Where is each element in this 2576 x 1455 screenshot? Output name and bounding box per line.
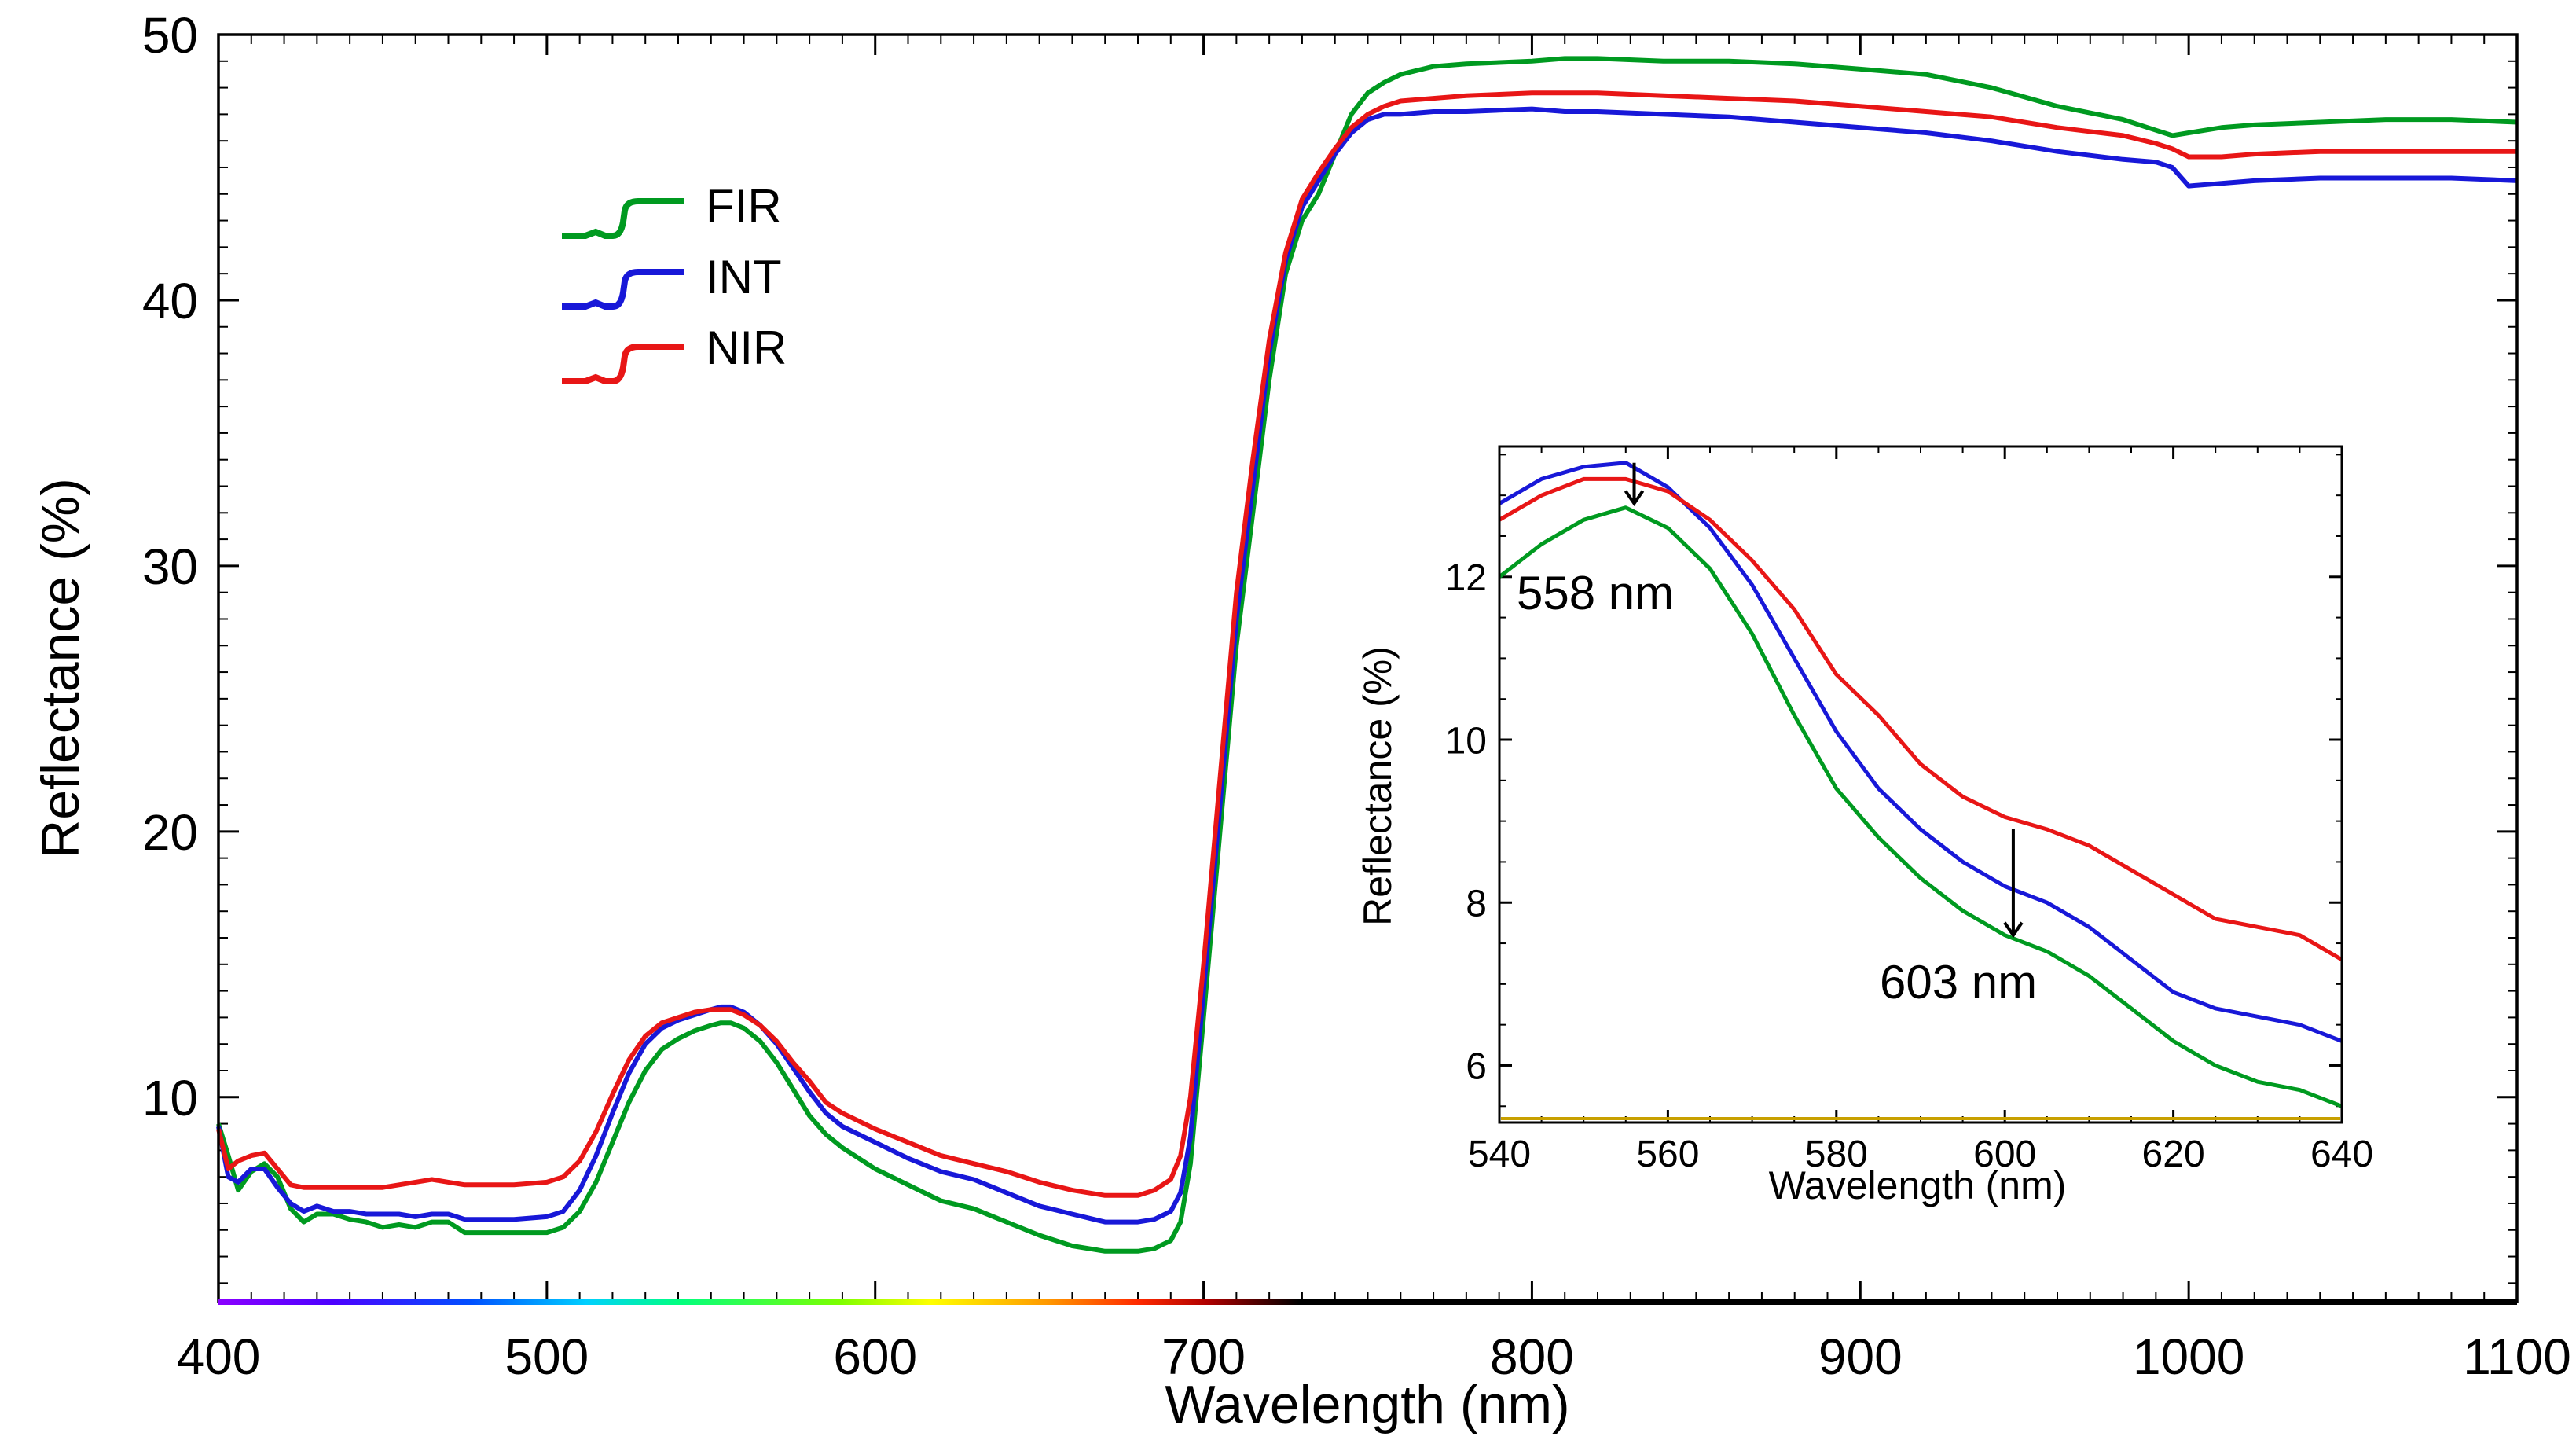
series-line-int — [216, 106, 2518, 1225]
x-tick-label: 1000 — [2133, 1328, 2244, 1385]
series-line-int — [1498, 461, 2343, 1043]
y-tick-label: 10 — [1445, 720, 1487, 762]
inset-plot-frame — [1498, 445, 2343, 1124]
legend-label-fir: FIR — [706, 180, 782, 233]
inset-y-axis-title: Reflectance (%) — [1356, 646, 1400, 926]
x-tick-label: 620 — [2142, 1134, 2205, 1175]
main-x-axis-title: Wavelength (nm) — [1165, 1375, 1569, 1435]
x-tick-label: 900 — [1818, 1328, 1903, 1385]
y-tick-label: 20 — [142, 804, 198, 861]
inset-background — [1499, 446, 2342, 1122]
x-tick-label: 400 — [177, 1328, 261, 1385]
main-y-axis-title: Reflectance (%) — [31, 478, 90, 858]
legend-swatch-fir — [562, 198, 684, 239]
x-tick-label: 560 — [1636, 1134, 1699, 1175]
x-tick-label: 640 — [2310, 1134, 2373, 1175]
y-tick-label: 12 — [1445, 557, 1487, 599]
series-line-fir — [1498, 505, 2343, 1108]
legend-label-nir: NIR — [706, 321, 787, 374]
inset-bottom-strip — [1501, 1117, 2340, 1120]
legend-swatch-int — [562, 269, 684, 310]
spectrum-color-bar — [218, 1299, 2517, 1305]
series-line-fir — [216, 56, 2518, 1254]
annotation-label: 603 nm — [1880, 956, 2037, 1009]
inset-x-axis-title: Wavelength (nm) — [1769, 1163, 2067, 1207]
inset-chart: 540 560 580 600 620 640 6 8 10 12 Wavelength (nm)… — [1356, 445, 2373, 1207]
y-tick-label: 50 — [142, 7, 198, 64]
y-tick-label: 30 — [142, 538, 198, 595]
x-tick-label: 700 — [1161, 1328, 1246, 1385]
x-tick-label: 800 — [1490, 1328, 1574, 1385]
x-tick-label: 540 — [1468, 1134, 1531, 1175]
legend: FIR INT NIR — [562, 180, 787, 384]
x-tick-label: 580 — [1805, 1134, 1868, 1175]
x-tick-label: 1100 — [2463, 1328, 2571, 1385]
x-tick-label: 600 — [833, 1328, 917, 1385]
annotation-arrowhead — [1624, 490, 1645, 507]
inset-annotations: 558 nm 603 nm — [1517, 462, 2037, 1009]
y-tick-label: 6 — [1466, 1046, 1487, 1088]
y-tick-label: 8 — [1466, 884, 1487, 925]
annotation-label: 558 nm — [1517, 567, 1674, 619]
main-series — [216, 56, 2518, 1254]
series-line-nir — [1498, 476, 2343, 961]
x-tick-label: 500 — [505, 1328, 589, 1385]
series-line-nir — [216, 90, 2517, 1198]
x-tick-label: 600 — [1973, 1134, 2036, 1175]
y-tick-label: 40 — [142, 273, 198, 329]
inset-tick-labels: 540 560 580 600 620 640 6 8 10 12 — [1445, 557, 2373, 1175]
main-tick-labels: 400 500 600 700 800 900 1000 1100 10 20 30 40 50 — [142, 7, 2571, 1385]
annotation-arrowhead — [2003, 921, 2024, 939]
inset-series — [1498, 461, 2343, 1108]
legend-label-int: INT — [706, 251, 782, 303]
legend-swatch-nir — [562, 344, 684, 384]
y-tick-label: 10 — [142, 1070, 198, 1126]
